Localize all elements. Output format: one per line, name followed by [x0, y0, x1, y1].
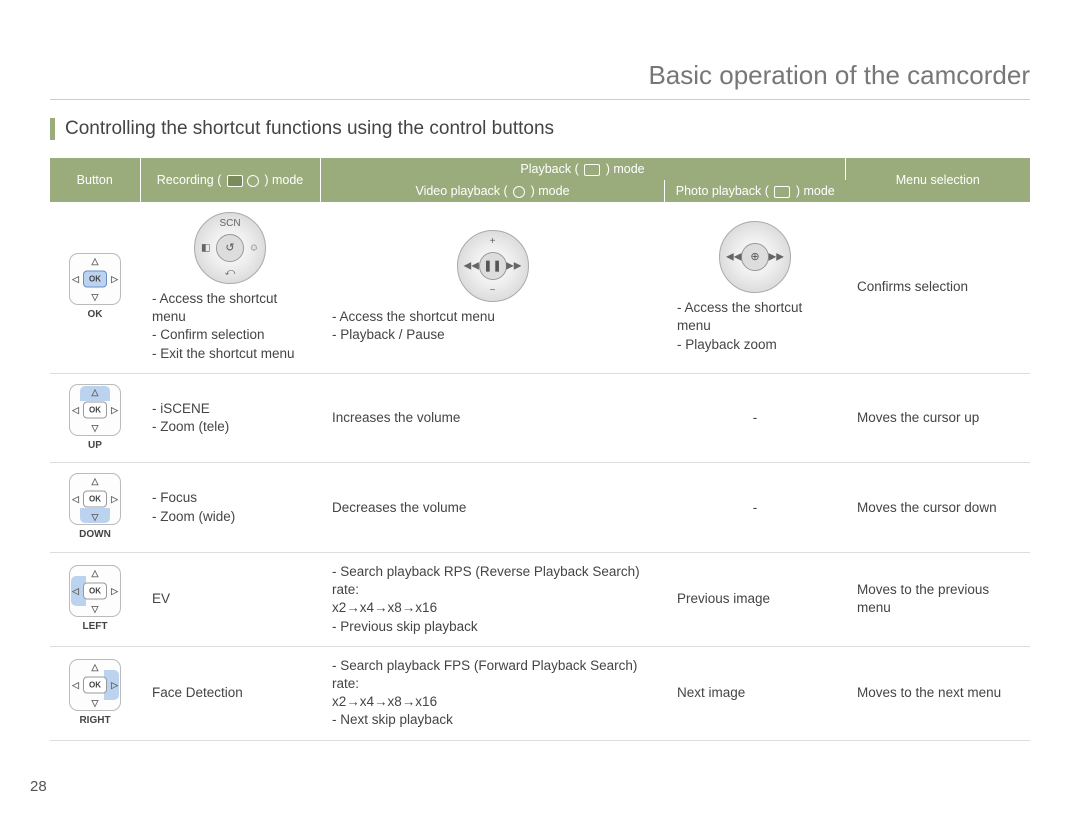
- video-text: - Search playback FPS (Forward Playback …: [332, 657, 653, 730]
- button-cell: △▽◁▷OK DOWN: [50, 463, 140, 553]
- video-playback-cell: Decreases the volume: [320, 463, 665, 553]
- photo-playback-cell: Next image: [665, 646, 845, 740]
- photo-text: -: [677, 499, 833, 517]
- menu-selection-cell: Confirms selection: [845, 202, 1030, 373]
- th-recording-suffix: ) mode: [264, 173, 303, 187]
- video-playback-cell: +−◀◀▶▶❚❚ - Access the shortcut menu - Pla…: [320, 202, 665, 373]
- photo-playback-cell: Previous image: [665, 552, 845, 646]
- th-recording-prefix: Recording (: [157, 173, 222, 187]
- control-wheel-icon: SCN⤺◧☺↺: [194, 212, 266, 284]
- table-row: △▽◁▷OKOKSCN⤺◧☺↺- Access the shortcut men…: [50, 202, 1030, 373]
- table-row: △▽◁▷OK DOWN - Focus - Zoom (wide) Decreases…: [50, 463, 1030, 553]
- th-video-suffix: ) mode: [531, 184, 570, 198]
- video-playback-cell: Increases the volume: [320, 373, 665, 463]
- recording-cell: - Focus - Zoom (wide): [140, 463, 320, 553]
- dpad-icon: △▽◁▷OK: [69, 253, 121, 305]
- recording-text: - Access the shortcut menu - Confirm sel…: [152, 290, 308, 363]
- button-cell: △▽◁▷OK UP: [50, 373, 140, 463]
- recording-text: - Focus - Zoom (wide): [152, 489, 308, 525]
- photo-playback-cell: -: [665, 373, 845, 463]
- th-button: Button: [50, 158, 140, 202]
- recording-text: - iSCENE - Zoom (tele): [152, 400, 308, 436]
- recording-text: Face Detection: [152, 684, 308, 702]
- video-text: - Search playback RPS (Reverse Playback …: [332, 563, 653, 636]
- recording-cell: EV: [140, 552, 320, 646]
- dpad-icon: △▽◁▷OK: [69, 473, 121, 525]
- photo-text: -: [677, 409, 833, 427]
- table-row: △▽◁▷OK UP - iSCENE - Zoom (tele) Increases …: [50, 373, 1030, 463]
- button-cell: △▽◁▷OK OK: [50, 202, 140, 373]
- photo-text: - Access the shortcut menu - Playback zo…: [677, 299, 833, 354]
- camcorder-icon: [227, 175, 243, 187]
- dpad-icon: △▽◁▷OK: [69, 659, 121, 711]
- recording-cell: SCN⤺◧☺↺- Access the shortcut menu - Conf…: [140, 202, 320, 373]
- video-text: Increases the volume: [332, 409, 653, 427]
- control-wheel-icon: ◀◀▶▶⊕: [719, 221, 791, 293]
- th-video-playback: Video playback ( ) mode: [320, 180, 665, 202]
- th-photo-prefix: Photo playback (: [676, 184, 769, 198]
- button-label: OK: [62, 308, 128, 322]
- control-buttons-table: Button Recording ( ) mode Playback ( ) m…: [50, 158, 1030, 741]
- menu-selection-cell: Moves the cursor up: [845, 373, 1030, 463]
- play-mode-icon: [584, 164, 600, 176]
- video-play-icon: [513, 186, 525, 198]
- page-title: Basic operation of the camcorder: [50, 60, 1030, 100]
- th-photo-playback: Photo playback ( ) mode: [665, 180, 845, 202]
- button-cell: △▽◁▷OK RIGHT: [50, 646, 140, 740]
- th-video-prefix: Video playback (: [415, 184, 507, 198]
- recording-cell: Face Detection: [140, 646, 320, 740]
- menu-selection-cell: Moves to the next menu: [845, 646, 1030, 740]
- photo-playback-cell: ◀◀▶▶⊕ - Access the shortcut menu - Playba…: [665, 202, 845, 373]
- control-wheel-icon: +−◀◀▶▶❚❚: [457, 230, 529, 302]
- th-playback-prefix: Playback (: [520, 162, 578, 176]
- dpad-icon: △▽◁▷OK: [69, 565, 121, 617]
- table-row: △▽◁▷OK LEFT EV - Search playback RPS (Rever…: [50, 552, 1030, 646]
- page-number: 28: [30, 778, 47, 795]
- th-playback-suffix: ) mode: [606, 162, 645, 176]
- photo-playback-cell: -: [665, 463, 845, 553]
- video-playback-cell: - Search playback RPS (Reverse Playback …: [320, 552, 665, 646]
- button-label: RIGHT: [62, 714, 128, 728]
- th-playback: Playback ( ) mode: [320, 158, 845, 180]
- video-text: Decreases the volume: [332, 499, 653, 517]
- button-cell: △▽◁▷OK LEFT: [50, 552, 140, 646]
- video-playback-cell: - Search playback FPS (Forward Playback …: [320, 646, 665, 740]
- photo-text: Previous image: [677, 590, 833, 608]
- th-recording: Recording ( ) mode: [140, 158, 320, 202]
- photo-text: Next image: [677, 684, 833, 702]
- dpad-icon: △▽◁▷OK: [69, 384, 121, 436]
- button-label: UP: [62, 439, 128, 453]
- button-label: DOWN: [62, 528, 128, 542]
- menu-selection-cell: Moves to the previous menu: [845, 552, 1030, 646]
- camera-icon: [247, 175, 259, 187]
- th-photo-suffix: ) mode: [796, 184, 835, 198]
- video-text: - Access the shortcut menu - Playback / …: [332, 308, 653, 344]
- section-subtitle: Controlling the shortcut functions using…: [50, 118, 1030, 140]
- th-menu-selection: Menu selection: [845, 158, 1030, 202]
- recording-text: EV: [152, 590, 308, 608]
- recording-cell: - iSCENE - Zoom (tele): [140, 373, 320, 463]
- photo-play-icon: [774, 186, 790, 198]
- menu-selection-cell: Moves the cursor down: [845, 463, 1030, 553]
- button-label: LEFT: [62, 620, 128, 634]
- table-row: △▽◁▷OK RIGHT Face Detection - Search playba…: [50, 646, 1030, 740]
